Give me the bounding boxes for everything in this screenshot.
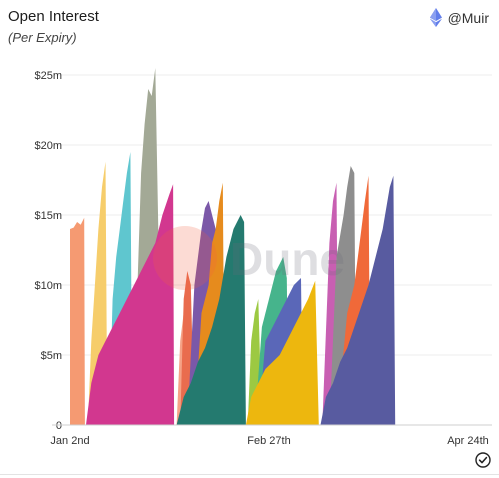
y-tick-label: 0 (56, 420, 62, 432)
dune-watermark: Dune (153, 226, 345, 290)
y-tick-label: $5m (41, 350, 62, 362)
footer-divider (0, 474, 499, 475)
series-area-1 (70, 217, 85, 425)
x-tick-label: Feb 27th (247, 435, 290, 447)
y-tick-label: $25m (34, 70, 62, 82)
series-area-5 (86, 184, 175, 425)
chart-title: Open Interest (8, 8, 99, 25)
author-name: @Muir (447, 9, 489, 26)
series-area-10 (176, 215, 246, 425)
series-area-18 (320, 175, 396, 425)
y-tick-label: $20m (34, 140, 62, 152)
x-tick-label: Jan 2nd (50, 435, 89, 447)
dune-logo-icon (153, 226, 217, 290)
series-area-14 (245, 280, 319, 425)
author-badge[interactable]: @Muir (429, 8, 489, 27)
ethereum-icon (429, 8, 442, 27)
x-tick-label: Apr 24th (447, 435, 489, 447)
y-tick-label: $15m (34, 210, 62, 222)
chart-subtitle: (Per Expiry) (8, 30, 77, 45)
y-tick-label: $10m (34, 280, 62, 292)
watermark-text: Dune (230, 233, 345, 285)
check-circle-icon[interactable] (475, 452, 491, 468)
